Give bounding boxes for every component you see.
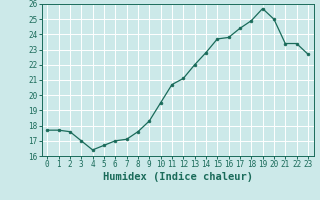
X-axis label: Humidex (Indice chaleur): Humidex (Indice chaleur) — [103, 172, 252, 182]
